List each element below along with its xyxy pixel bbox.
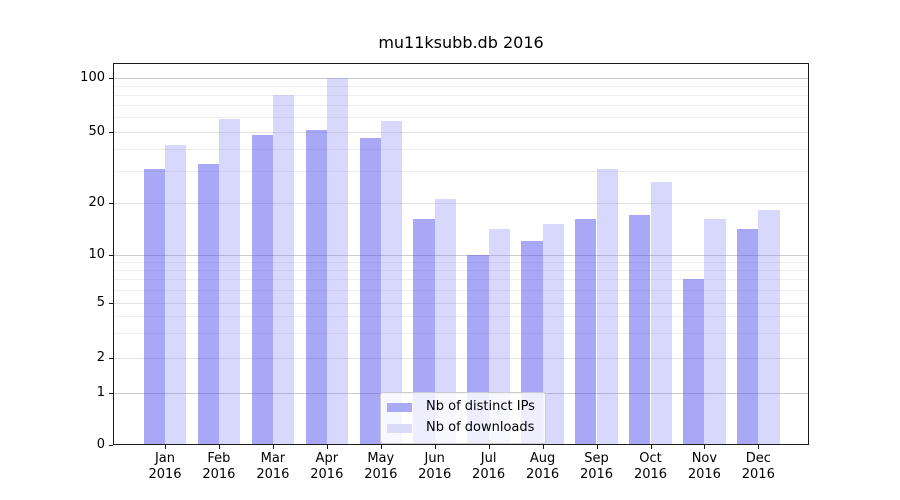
legend-label-downloads: Nb of downloads — [426, 420, 535, 435]
gridline-50 — [114, 131, 808, 133]
gridline-minor-30 — [114, 171, 808, 173]
bar-distinct-ips-jun — [413, 219, 435, 444]
gridline-major-10 — [114, 254, 808, 256]
bar-downloads-nov — [704, 219, 726, 444]
legend-swatch-distinct-ips — [387, 402, 412, 412]
xtick-jul — [488, 445, 490, 449]
ytick-label-20: 20 — [88, 194, 105, 210]
xtick-label-mar: Mar 2016 — [256, 451, 290, 482]
ytick-100 — [109, 77, 113, 79]
plot-area: Nb of distinct IPs Nb of downloads — [113, 63, 809, 445]
ytick-20 — [109, 202, 113, 204]
ytick-label-0: 0 — [96, 437, 105, 452]
ytick-label-50: 50 — [88, 123, 105, 139]
bar-distinct-ips-may — [359, 138, 381, 444]
xtick-may — [380, 445, 382, 449]
legend-swatch-downloads — [387, 423, 412, 433]
ytick-50 — [109, 131, 113, 133]
gridline-minor-4 — [114, 316, 808, 317]
xtick-label-oct: Oct 2016 — [633, 451, 668, 482]
gridline-minor-8 — [114, 269, 808, 271]
xtick-dec — [758, 445, 760, 449]
ytick-label-5: 5 — [96, 294, 105, 310]
xtick-jun — [434, 445, 436, 449]
xtick-label-nov: Nov 2016 — [687, 451, 721, 482]
gridline-minor-70 — [114, 105, 808, 107]
bar-downloads-dec — [758, 210, 780, 444]
ytick-5 — [109, 302, 113, 304]
gridline-minor-40 — [114, 148, 808, 150]
gridline-minor-3 — [114, 333, 808, 335]
ytick-label-2: 2 — [96, 350, 105, 365]
ytick-label-10: 10 — [88, 246, 105, 262]
xtick-feb — [218, 445, 220, 449]
xtick-oct — [650, 445, 652, 449]
gridline-minor-6 — [114, 289, 808, 291]
xtick-label-dec: Dec 2016 — [741, 451, 775, 482]
xtick-label-jan: Jan 2016 — [148, 451, 182, 482]
gridline-2 — [114, 358, 808, 359]
xtick-mar — [272, 445, 274, 449]
bar-downloads-aug — [542, 224, 564, 444]
bar-downloads-apr — [326, 77, 349, 444]
bar-distinct-ips-apr — [305, 129, 327, 444]
xtick-apr — [326, 445, 328, 449]
xtick-aug — [542, 445, 544, 449]
ytick-label-100: 100 — [80, 69, 105, 85]
xtick-label-may: May 2016 — [364, 451, 398, 482]
xtick-label-aug: Aug 2016 — [526, 451, 560, 482]
ytick-label-1: 1 — [96, 384, 105, 400]
legend-label-distinct-ips: Nb of distinct IPs — [426, 399, 535, 414]
xtick-label-sep: Sep 2016 — [579, 451, 614, 482]
ytick-1 — [109, 392, 113, 394]
ytick-2 — [109, 358, 113, 359]
bar-downloads-jul — [488, 229, 510, 444]
xtick-label-jun: Jun 2016 — [418, 451, 452, 482]
bar-downloads-sep — [596, 168, 618, 444]
gridline-minor-60 — [114, 117, 808, 119]
bar-downloads-jan — [165, 145, 187, 444]
bar-downloads-may — [380, 121, 403, 444]
gridline-5 — [114, 302, 808, 304]
gridline-minor-80 — [114, 94, 808, 96]
legend-item-distinct-ips: Nb of distinct IPs — [387, 397, 535, 417]
gridline-minor-7 — [114, 279, 808, 281]
legend-item-downloads: Nb of downloads — [387, 418, 535, 438]
bar-distinct-ips-mar — [251, 134, 273, 444]
xtick-label-feb: Feb 2016 — [202, 451, 236, 482]
bar-distinct-ips-jan — [143, 168, 165, 444]
xtick-label-apr: Apr 2016 — [310, 451, 344, 482]
gridline-minor-90 — [114, 85, 808, 87]
chart-title: mu11ksubb.db 2016 — [378, 33, 544, 52]
bar-distinct-ips-oct — [629, 214, 651, 444]
bar-downloads-oct — [650, 182, 672, 444]
gridline-major-100 — [114, 77, 808, 79]
bar-distinct-ips-nov — [683, 279, 705, 444]
bar-distinct-ips-sep — [575, 219, 597, 444]
gridline-20 — [114, 202, 808, 204]
xtick-nov — [704, 445, 706, 449]
ytick-0 — [109, 445, 113, 446]
xtick-jan — [165, 445, 166, 449]
xtick-sep — [596, 445, 598, 449]
bar-distinct-ips-feb — [197, 163, 219, 444]
legend: Nb of distinct IPs Nb of downloads — [380, 392, 546, 444]
gridline-minor-9 — [114, 261, 808, 263]
bar-downloads-mar — [272, 94, 295, 444]
xtick-label-jul: Jul 2016 — [472, 451, 506, 482]
bar-downloads-feb — [218, 118, 241, 444]
ytick-10 — [109, 254, 113, 256]
bar-distinct-ips-dec — [737, 229, 759, 444]
bar-downloads-jun — [434, 198, 456, 444]
